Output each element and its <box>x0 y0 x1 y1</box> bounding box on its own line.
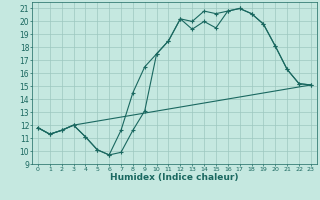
X-axis label: Humidex (Indice chaleur): Humidex (Indice chaleur) <box>110 173 239 182</box>
